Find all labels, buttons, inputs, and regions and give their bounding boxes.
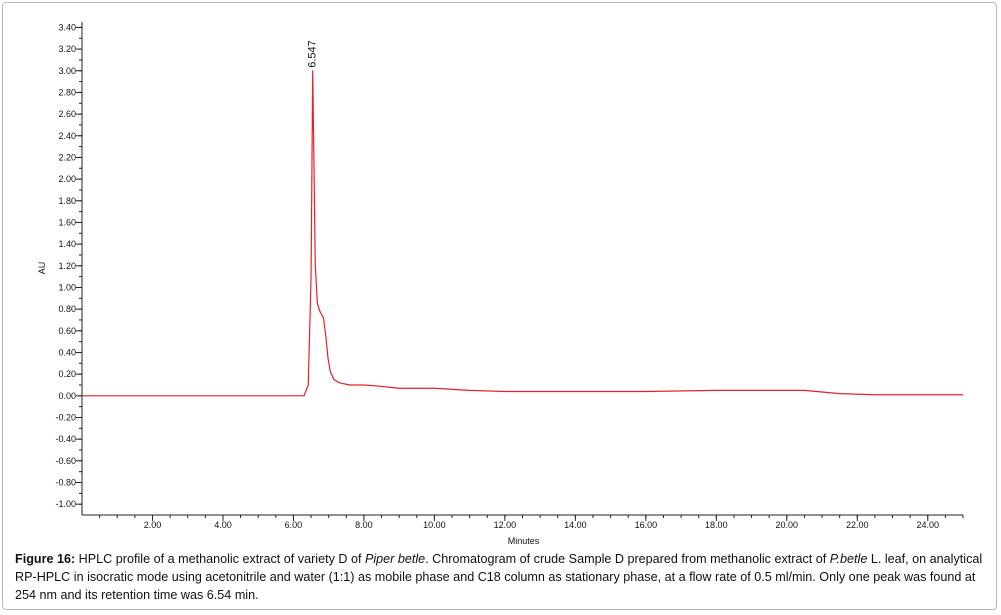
y-tick-label: 2.60 <box>58 109 76 119</box>
y-axis-title: AU <box>37 262 47 275</box>
x-tick-label: 20.00 <box>776 520 799 530</box>
y-tick-label: 1.80 <box>58 196 76 206</box>
caption-text-1: HPLC profile of a methanolic extract of … <box>75 552 365 566</box>
x-tick-label: 16.00 <box>635 520 658 530</box>
y-tick-label: 2.80 <box>58 87 76 97</box>
x-tick-label: 14.00 <box>564 520 587 530</box>
y-tick-label: 1.60 <box>58 217 76 227</box>
y-axis: 3.40 3.20 3.00 2.80 2.60 2.40 2.20 2.00 1.80 1.60… <box>55 22 83 515</box>
y-tick-label: 2.00 <box>58 174 76 184</box>
y-tick-label: 2.20 <box>58 152 76 162</box>
caption-text-3: L. leaf, on analytical RP-HPLC in isocra… <box>15 552 983 602</box>
x-tick-label: 10.00 <box>423 520 446 530</box>
caption-label: Figure 16: <box>15 552 76 566</box>
x-tick-label: 22.00 <box>846 520 869 530</box>
x-axis: 2.00 4.00 6.00 8.00 10.00 12.00 14.00 16.00 18.0… <box>82 514 964 530</box>
y-tick-label: 1.20 <box>58 261 76 271</box>
y-tick-label: 3.00 <box>58 66 76 76</box>
peak-label: 6.547 <box>307 40 319 68</box>
figure-caption: Figure 16: HPLC profile of a methanolic … <box>15 550 990 604</box>
y-tick-label: 2.40 <box>58 131 76 141</box>
y-tick-label: 1.40 <box>58 239 76 249</box>
x-tick-label: 4.00 <box>214 520 232 530</box>
chromatogram-trace <box>82 70 963 397</box>
y-tick-label: 0.20 <box>58 369 76 379</box>
caption-italic-2: P.betle <box>829 552 868 566</box>
y-tick-label: -1.00 <box>55 499 76 509</box>
y-tick-label: -0.40 <box>55 434 76 444</box>
y-tick-label: -0.80 <box>55 477 76 487</box>
x-tick-label: 24.00 <box>916 520 939 530</box>
x-axis-title: Minutes <box>508 536 540 545</box>
y-tick-label: 0.60 <box>58 326 76 336</box>
y-tick-label: 3.40 <box>58 22 76 32</box>
plot-area: 6.547 <box>82 40 963 397</box>
y-tick-label: 0.80 <box>58 304 76 314</box>
x-tick-label: 6.00 <box>285 520 303 530</box>
y-tick-label: 1.00 <box>58 282 76 292</box>
chromatogram-chart: 3.40 3.20 3.00 2.80 2.60 2.40 2.20 2.00 1.80 1.60… <box>37 22 964 545</box>
y-tick-label: 0.00 <box>58 391 76 401</box>
x-tick-label: 8.00 <box>355 520 373 530</box>
y-tick-label: -0.60 <box>55 456 76 466</box>
x-tick-label: 2.00 <box>144 520 162 530</box>
y-tick-label: 3.20 <box>58 44 76 54</box>
caption-text-2: . Chromatogram of crude Sample D prepare… <box>425 552 830 566</box>
x-tick-label: 18.00 <box>705 520 728 530</box>
y-tick-label: 0.40 <box>58 347 76 357</box>
x-tick-label: 12.00 <box>494 520 517 530</box>
caption-italic-1: Piper betle <box>364 552 426 566</box>
y-tick-label: -0.20 <box>55 412 76 422</box>
